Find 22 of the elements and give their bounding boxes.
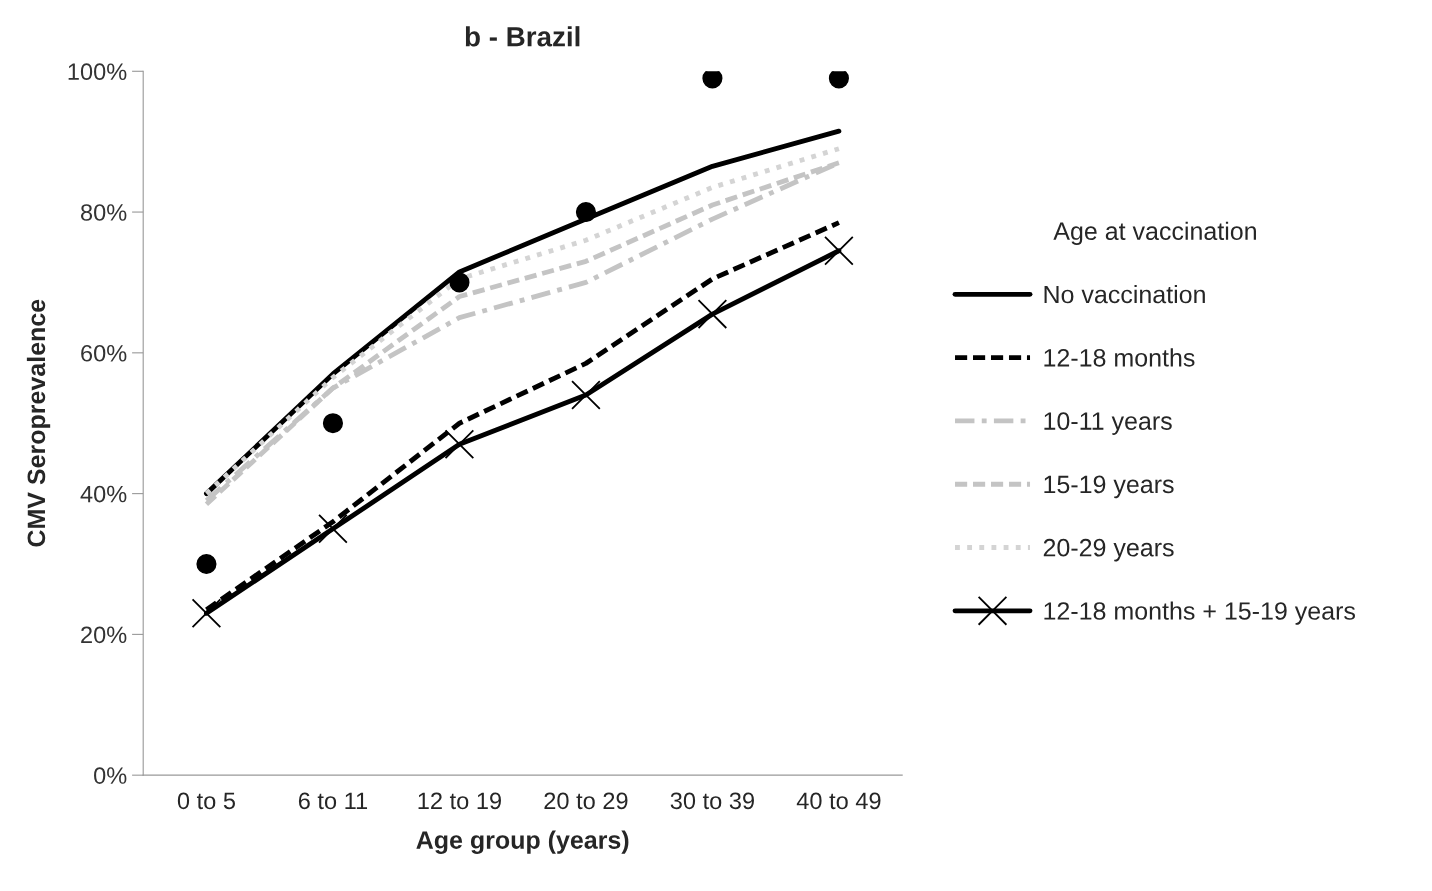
y-tick-label: 60% [81, 344, 127, 362]
x-tick-label: 20 to 29 [544, 792, 628, 810]
y-tick-label: 0% [94, 767, 127, 784]
x-tick-label: 12 to 19 [418, 792, 501, 810]
x-tick-label: 0 to 5 [177, 792, 235, 810]
legend-label: No vaccination [1044, 284, 1205, 304]
y-tick-label: 40% [80, 485, 127, 503]
x-tick-label: 30 to 39 [670, 792, 754, 810]
x-axis-title: Age group (years) [416, 830, 629, 854]
chart-title: b - Brazil [465, 26, 580, 47]
legend-label: 10-11 years [1044, 412, 1172, 435]
legend-label: 20-29 years [1043, 538, 1174, 562]
legend-title: Age at vaccination [1053, 221, 1256, 245]
y-tick-label: 80% [81, 204, 127, 221]
legend-label: 15-19 years [1044, 475, 1174, 499]
x-tick-label: 40 to 49 [796, 792, 881, 810]
legend-label: 12-18 months + 15-19 years [1044, 601, 1355, 625]
y-axis-title: CMV Seroprevalence [26, 299, 51, 547]
y-tick-label: 20% [81, 626, 127, 644]
y-tick-label: 100% [68, 63, 127, 81]
x-tick-label: 6 to 11 [298, 792, 368, 810]
legend-label: 12-18 months [1044, 348, 1195, 367]
